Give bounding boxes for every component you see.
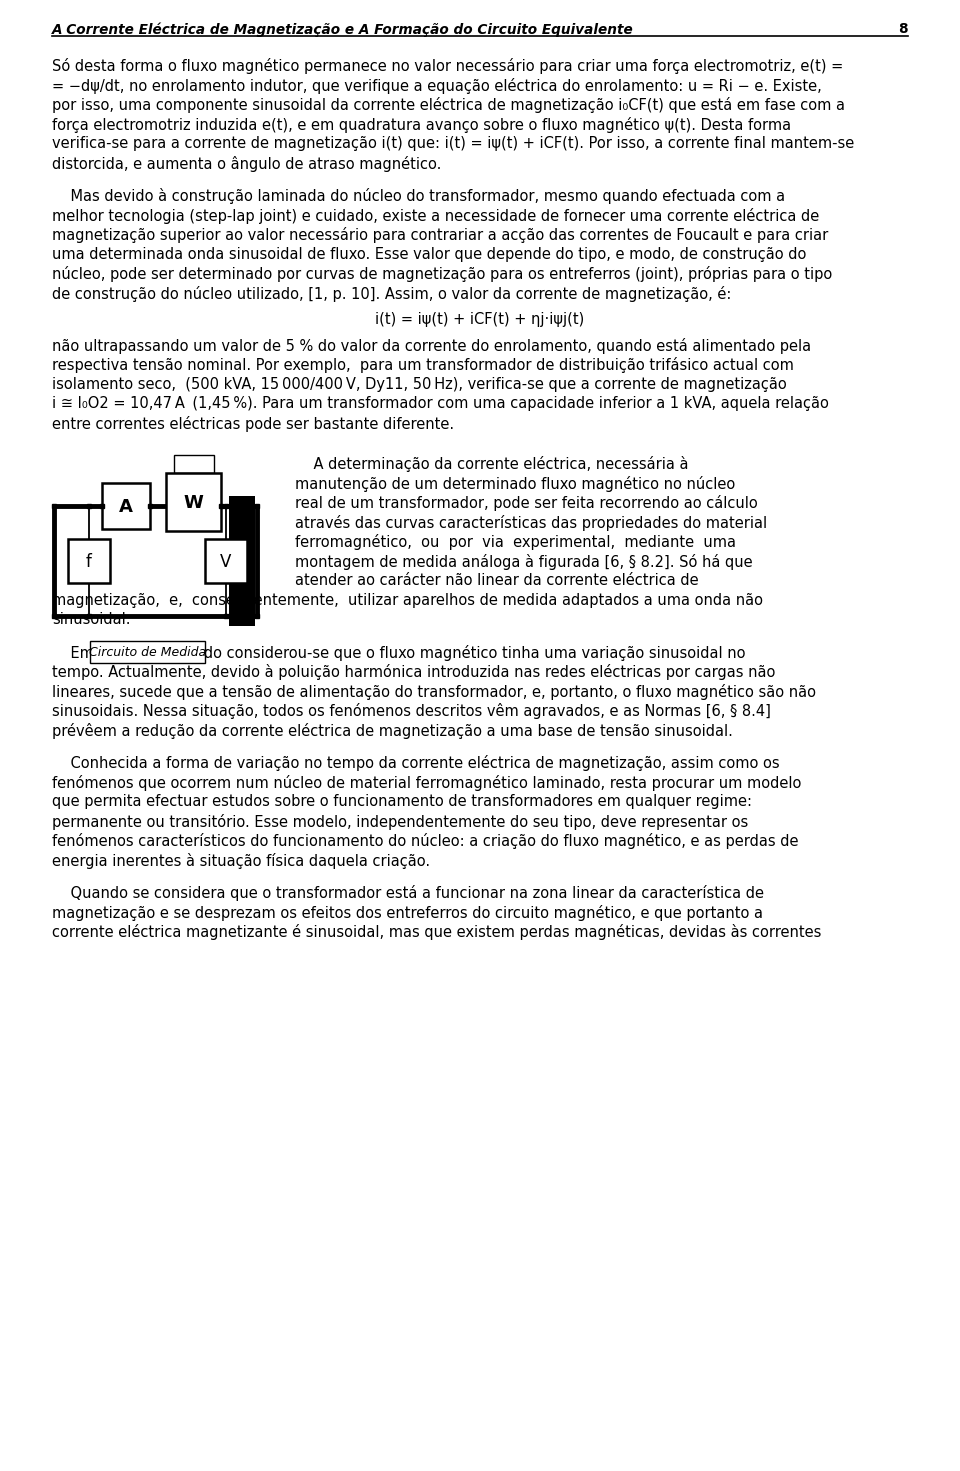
Text: 8: 8: [899, 22, 908, 35]
Text: i(t) = iψ(t) + iCF(t) + ηj·iψj(t): i(t) = iψ(t) + iCF(t) + ηj·iψj(t): [375, 312, 585, 327]
Text: atender ao carácter não linear da corrente eléctrica de: atender ao carácter não linear da corren…: [295, 574, 699, 588]
Text: A determinação da corrente eléctrica, necessária à: A determinação da corrente eléctrica, ne…: [295, 456, 688, 472]
Text: Em todo este estudo considerou-se que o fluxo magnético tinha uma variação sinus: Em todo este estudo considerou-se que o …: [52, 644, 745, 660]
Text: magnetização e se desprezam os efeitos dos entreferros do circuito magnético, e : magnetização e se desprezam os efeitos d…: [52, 905, 763, 921]
Text: lineares, sucede que a tensão de alimentação do transformador, e, portanto, o fl: lineares, sucede que a tensão de aliment…: [52, 684, 816, 700]
Text: Quando se considera que o transformador está a funcionar na zona linear da carac: Quando se considera que o transformador …: [52, 886, 764, 902]
Bar: [166, 474, 222, 531]
Text: não ultrapassando um valor de 5 % do valor da corrente do enrolamento, quando es: não ultrapassando um valor de 5 % do val…: [52, 337, 811, 353]
Text: V: V: [220, 553, 231, 571]
Text: montagem de medida análoga à figurada [6, § 8.2]. Só há que: montagem de medida análoga à figurada [6…: [295, 553, 753, 569]
Text: melhor tecnologia (step-lap joint) e cuidado, existe a necessidade de fornecer u: melhor tecnologia (step-lap joint) e cui…: [52, 207, 819, 224]
Text: entre correntes eléctricas pode ser bastante diferente.: entre correntes eléctricas pode ser bast…: [52, 415, 454, 431]
Bar: [102, 482, 150, 530]
Text: por isso, uma componente sinusoidal da corrente eléctrica de magnetização i₀CF(t: por isso, uma componente sinusoidal da c…: [52, 97, 845, 113]
Text: de construção do núcleo utilizado, [1, p. 10]. Assim, o valor da corrente de mag: de construção do núcleo utilizado, [1, p…: [52, 285, 732, 302]
Text: A: A: [119, 499, 132, 516]
Text: i ≅ I₀O2 = 10,47 A  (1,45 %). Para um transformador com uma capacidade inferior : i ≅ I₀O2 = 10,47 A (1,45 %). Para um tra…: [52, 396, 828, 410]
Text: que permita efectuar estudos sobre o funcionamento de transformadores em qualque: que permita efectuar estudos sobre o fun…: [52, 794, 752, 809]
Text: isolamento seco,  (500 kVA, 15 000/400 V, Dy11, 50 Hz), verifica-se que a corren: isolamento seco, (500 kVA, 15 000/400 V,…: [52, 377, 786, 391]
Text: Só desta forma o fluxo magnético permanece no valor necessário para criar uma fo: Só desta forma o fluxo magnético permane…: [52, 57, 843, 74]
Bar: [68, 538, 109, 583]
Text: através das curvas características das propriedades do material: através das curvas características das p…: [295, 515, 767, 531]
Text: f: f: [85, 553, 92, 571]
Text: corrente eléctrica magnetizante é sinusoidal, mas que existem perdas magnéticas,: corrente eléctrica magnetizante é sinuso…: [52, 924, 821, 940]
Text: sinusoidais. Nessa situação, todos os fenómenos descritos vêm agravados, e as No: sinusoidais. Nessa situação, todos os fe…: [52, 703, 771, 719]
Text: distorcida, e aumenta o ângulo de atraso magnético.: distorcida, e aumenta o ângulo de atraso…: [52, 156, 442, 172]
Text: manutenção de um determinado fluxo magnético no núcleo: manutenção de um determinado fluxo magné…: [295, 475, 735, 491]
Bar: [90, 641, 205, 663]
Text: magnetização superior ao valor necessário para contrariar a acção das correntes : magnetização superior ao valor necessári…: [52, 227, 828, 243]
Text: energia inerentes à situação física daquela criação.: energia inerentes à situação física daqu…: [52, 853, 430, 868]
Text: permanente ou transitório. Esse modelo, independentemente do seu tipo, deve repr: permanente ou transitório. Esse modelo, …: [52, 813, 748, 830]
Text: verifica-se para a corrente de magnetização i(t) que: i(t) = iψ(t) + iCF(t). Por: verifica-se para a corrente de magnetiza…: [52, 135, 854, 152]
Text: real de um transformador, pode ser feita recorrendo ao cálculo: real de um transformador, pode ser feita…: [295, 496, 757, 510]
Text: uma determinada onda sinusoidal de fluxo. Esse valor que depende do tipo, e modo: uma determinada onda sinusoidal de fluxo…: [52, 247, 806, 262]
Text: A Corrente Eléctrica de Magnetização e A Formação do Circuito Equivalente: A Corrente Eléctrica de Magnetização e A…: [52, 22, 634, 37]
Text: W: W: [184, 494, 204, 512]
Text: força electromotriz induzida e(t), e em quadratura avanço sobre o fluxo magnétic: força electromotriz induzida e(t), e em …: [52, 116, 791, 132]
Bar: [229, 496, 255, 627]
Bar: [204, 538, 247, 583]
Bar: [174, 455, 214, 474]
Text: fenómenos que ocorrem num núcleo de material ferromagnético laminado, resta proc: fenómenos que ocorrem num núcleo de mate…: [52, 775, 802, 790]
Text: sinusoidal.: sinusoidal.: [52, 612, 131, 627]
Text: Conhecida a forma de variação no tempo da corrente eléctrica de magnetização, as: Conhecida a forma de variação no tempo d…: [52, 755, 780, 771]
Text: Mas devido à construção laminada do núcleo do transformador, mesmo quando efectu: Mas devido à construção laminada do núcl…: [52, 188, 785, 204]
Text: = −dψ/dt, no enrolamento indutor, que verifique a equação eléctrica do enrolamen: = −dψ/dt, no enrolamento indutor, que ve…: [52, 78, 822, 94]
Text: prévêem a redução da corrente eléctrica de magnetização a uma base de tensão sin: prévêem a redução da corrente eléctrica …: [52, 722, 732, 738]
Text: ferromagnético,  ou  por  via  experimental,  mediante  uma: ferromagnético, ou por via experimental,…: [295, 534, 736, 550]
Text: tempo. Actualmente, devido à poluição harmónica introduzida nas redes eléctricas: tempo. Actualmente, devido à poluição ha…: [52, 663, 776, 680]
Text: núcleo, pode ser determinado por curvas de magnetização para os entreferros (joi: núcleo, pode ser determinado por curvas …: [52, 266, 832, 282]
Text: magnetização,  e,  consequentemente,  utilizar aparelhos de medida adaptados a u: magnetização, e, consequentemente, utili…: [52, 593, 763, 608]
Text: Circuito de Medida: Circuito de Medida: [89, 646, 206, 659]
Text: fenómenos característicos do funcionamento do núcleo: a criação do fluxo magnéti: fenómenos característicos do funcionamen…: [52, 833, 799, 849]
Text: respectiva tensão nominal. Por exemplo,  para um transformador de distribuição t: respectiva tensão nominal. Por exemplo, …: [52, 357, 794, 374]
